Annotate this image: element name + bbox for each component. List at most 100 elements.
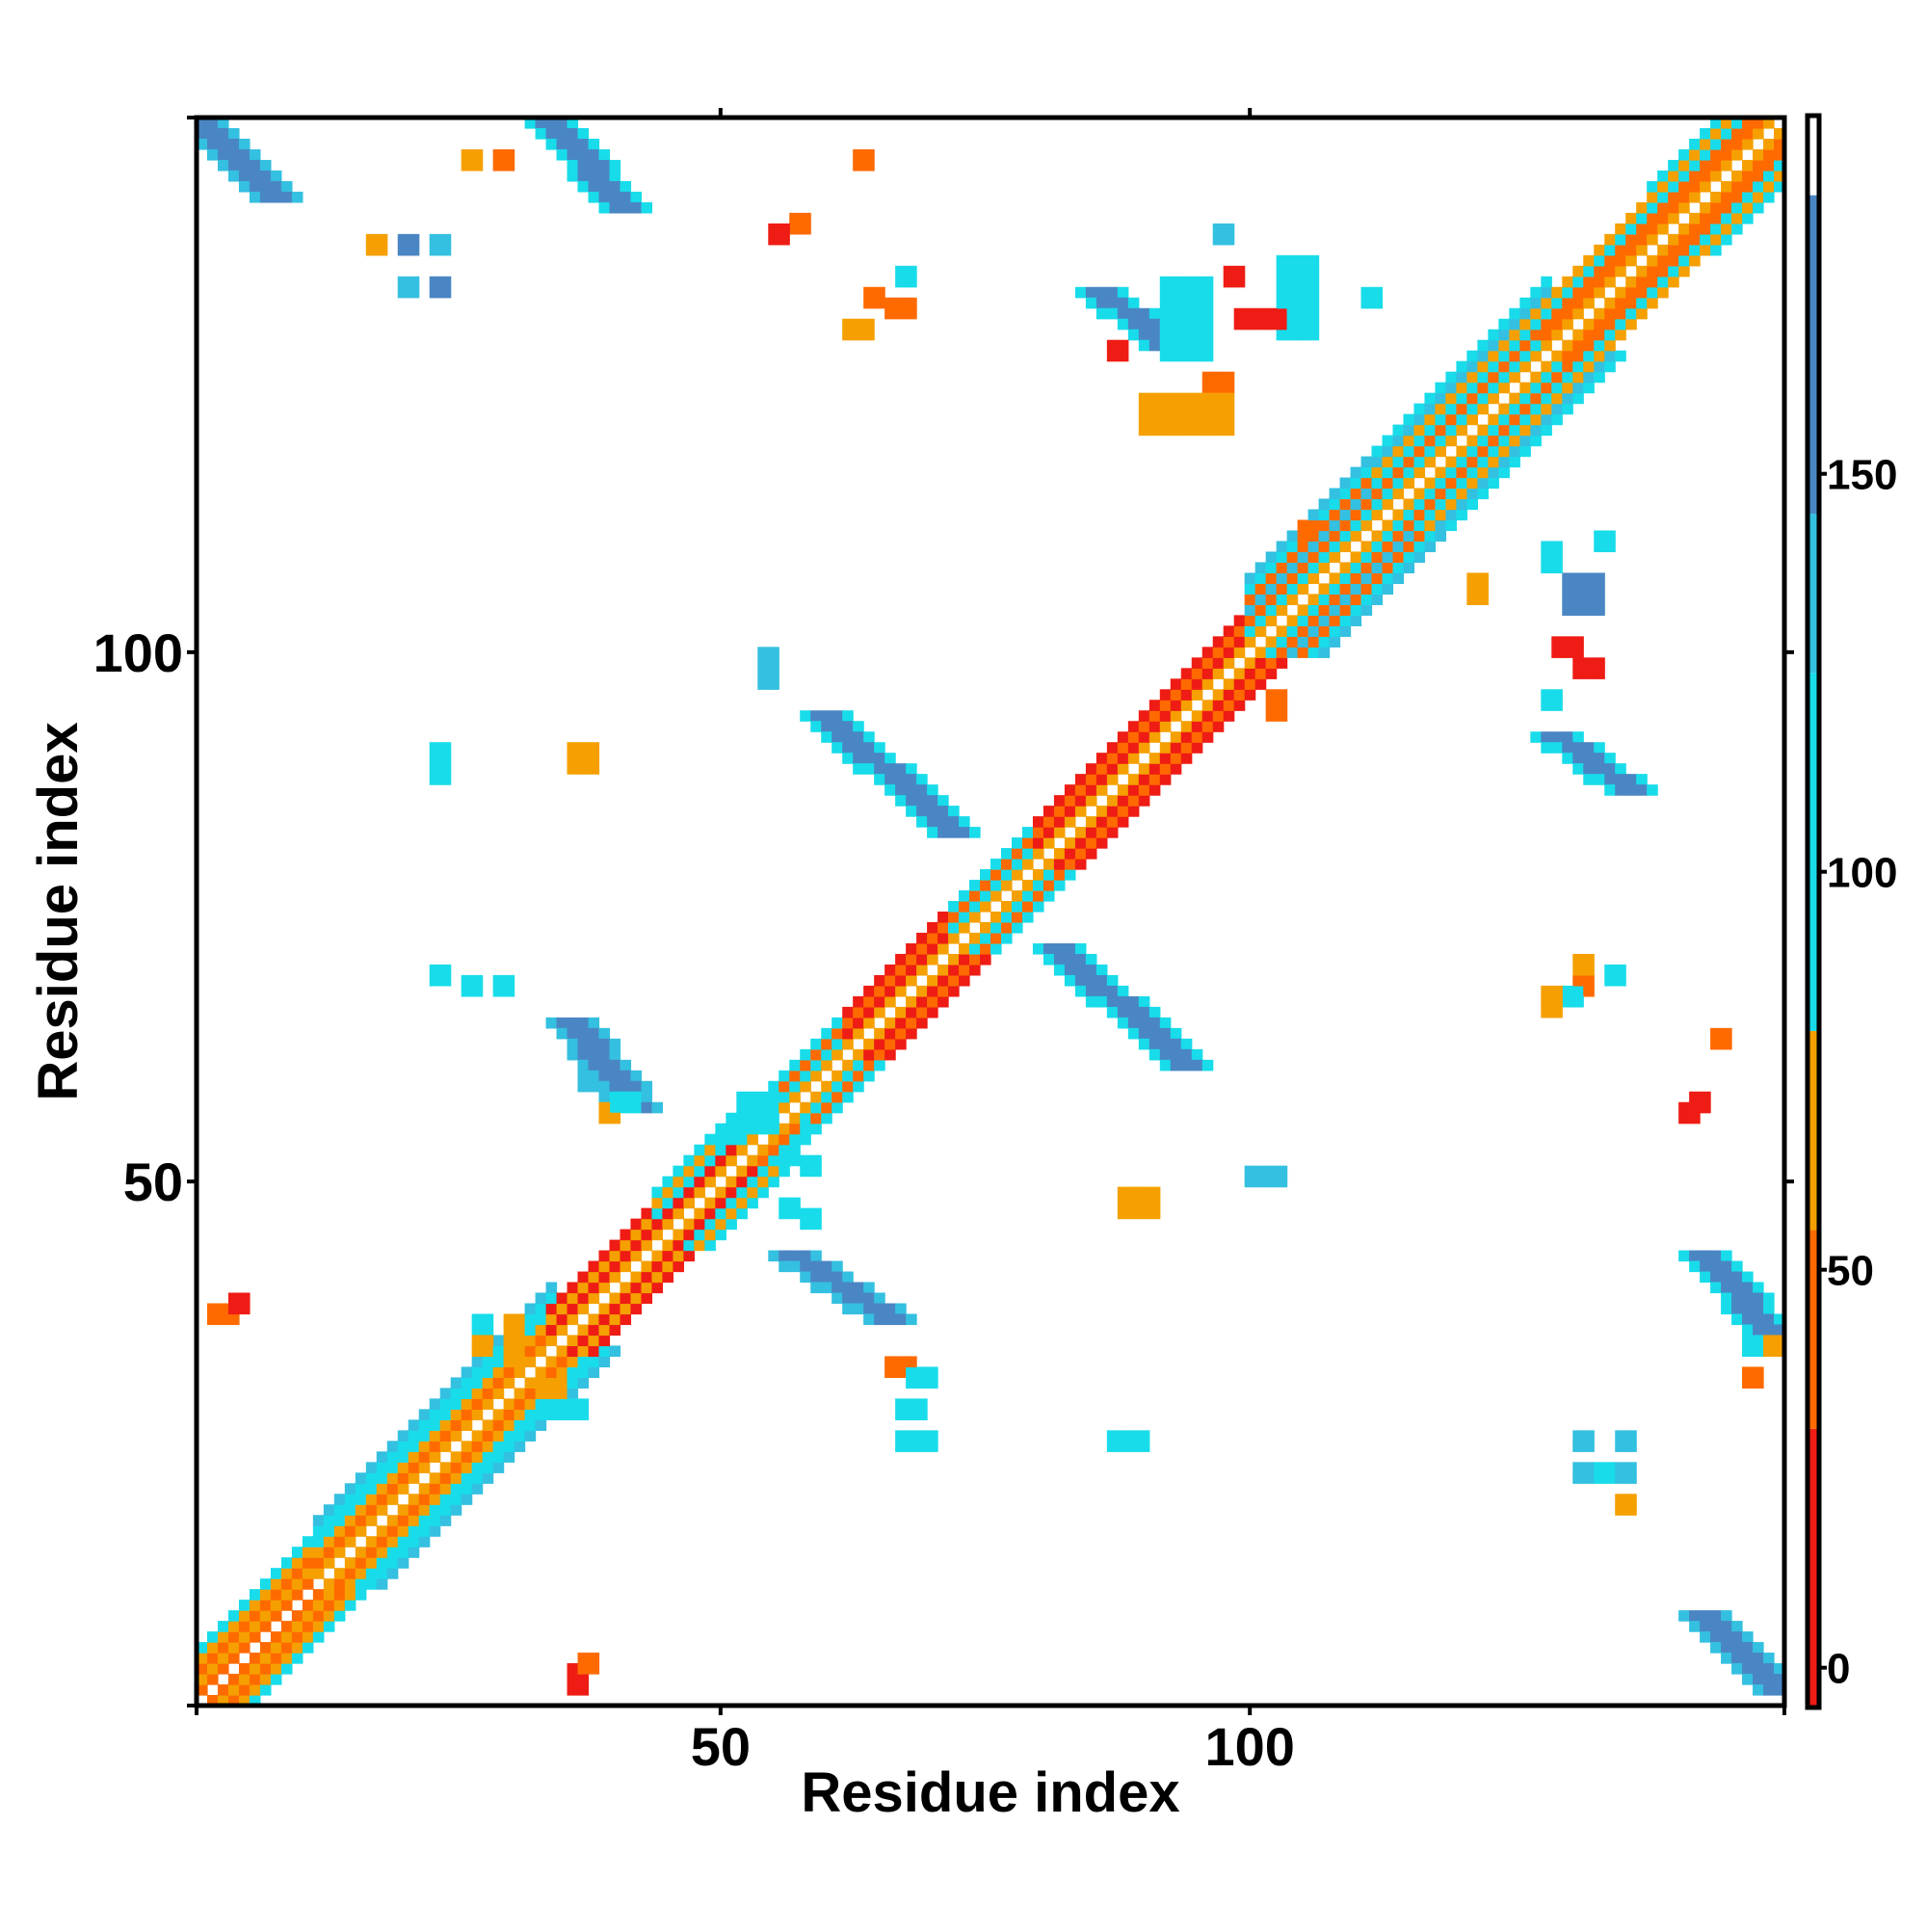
heatmap-cell	[1753, 1653, 1764, 1664]
heatmap-cell	[832, 731, 843, 743]
heatmap-cell	[291, 1557, 304, 1569]
heatmap-cell	[779, 1260, 790, 1273]
heatmap-cell	[1435, 382, 1447, 394]
heatmap-cell	[429, 1419, 441, 1431]
heatmap-cell	[1689, 1610, 1701, 1622]
heatmap-cell	[1551, 700, 1563, 711]
heatmap-cell	[577, 1017, 590, 1029]
heatmap-cell	[1572, 350, 1584, 362]
heatmap-cell	[1615, 1472, 1626, 1484]
heatmap-cell	[789, 1123, 801, 1135]
heatmap-cell	[1710, 1282, 1722, 1294]
heatmap-cell	[1774, 138, 1785, 150]
heatmap-cell	[1488, 466, 1499, 479]
heatmap-cell	[439, 774, 452, 785]
heatmap-cell	[884, 1356, 896, 1368]
heatmap-cell	[227, 1621, 240, 1632]
heatmap-cell	[1541, 371, 1552, 384]
heatmap-cell	[1318, 530, 1331, 543]
heatmap-cell	[768, 1250, 779, 1262]
heatmap-cell	[1329, 541, 1341, 553]
heatmap-cell	[1710, 223, 1722, 235]
heatmap-cell	[1424, 403, 1437, 415]
heatmap-cell	[694, 1239, 705, 1252]
heatmap-cell	[768, 668, 779, 679]
heatmap-cell	[408, 1515, 420, 1526]
heatmap-cell	[630, 1070, 643, 1082]
heatmap-cell	[895, 1398, 907, 1410]
heatmap-cell	[1307, 276, 1320, 288]
heatmap-cell	[1297, 265, 1309, 278]
heatmap-cell	[503, 985, 515, 997]
heatmap-cell	[1297, 329, 1309, 341]
heatmap-cell	[471, 1483, 484, 1495]
heatmap-cell	[863, 731, 875, 743]
heatmap-cell	[238, 1292, 251, 1305]
heatmap-cell	[768, 1165, 779, 1178]
heatmap-cell	[1466, 435, 1478, 447]
heatmap-cell	[1594, 604, 1605, 616]
heatmap-cell	[1668, 276, 1679, 288]
heatmap-cell	[1530, 413, 1542, 426]
heatmap-cell	[492, 148, 505, 161]
heatmap-cell	[1117, 753, 1129, 764]
heatmap-cell	[1223, 233, 1235, 246]
heatmap-cell	[1053, 806, 1066, 817]
heatmap-cell	[916, 995, 928, 1008]
heatmap-cell	[503, 1366, 515, 1379]
heatmap-cell	[853, 721, 864, 732]
heatmap-cell	[567, 1017, 579, 1029]
heatmap-cell	[1530, 339, 1542, 352]
heatmap-cell	[567, 138, 579, 150]
heatmap-cell	[1424, 456, 1437, 468]
heatmap-cell	[1201, 731, 1214, 743]
heatmap-cell	[704, 1176, 716, 1188]
heatmap-cell	[1021, 912, 1034, 923]
heatmap-cell	[1604, 307, 1616, 320]
heatmap-cell	[1011, 912, 1023, 923]
heatmap-cell	[1488, 382, 1499, 394]
heatmap-cell	[810, 1070, 822, 1082]
heatmap-cell	[1148, 1027, 1161, 1040]
heatmap-cell	[492, 1345, 505, 1358]
colorbar-band	[1808, 195, 1819, 514]
heatmap-cell	[1742, 1653, 1754, 1664]
heatmap-cell	[620, 1260, 632, 1273]
heatmap-cell	[1180, 700, 1193, 711]
heatmap-cell	[1413, 413, 1426, 426]
heatmap-cell	[620, 201, 632, 214]
heatmap-cell	[471, 1472, 484, 1484]
heatmap-cell	[1604, 530, 1616, 543]
heatmap-cell	[471, 1366, 484, 1379]
heatmap-cell	[1276, 1165, 1288, 1178]
heatmap-cell	[1117, 1441, 1129, 1452]
heatmap-cell	[280, 1578, 293, 1590]
heatmap-cell	[1572, 371, 1584, 384]
heatmap-cell	[800, 1154, 811, 1167]
heatmap-cell	[895, 964, 907, 976]
heatmap-cell	[524, 1356, 537, 1368]
heatmap-cell	[1117, 795, 1129, 807]
heatmap-cell	[471, 974, 484, 987]
heatmap-cell	[884, 974, 896, 987]
heatmap-cell	[1318, 594, 1331, 605]
heatmap-cell	[736, 1133, 748, 1146]
heatmap-cell	[1201, 297, 1214, 309]
heatmap-cell	[1583, 668, 1595, 679]
heatmap-cell	[598, 1038, 611, 1050]
heatmap-cell	[747, 1154, 758, 1167]
heatmap-cell	[1074, 953, 1087, 966]
heatmap-cell	[810, 1091, 822, 1103]
heatmap-cell	[1180, 721, 1193, 732]
heatmap-cell	[937, 942, 949, 955]
heatmap-cell	[726, 1133, 737, 1146]
heatmap-cell	[1064, 784, 1076, 796]
heatmap-cell	[1350, 466, 1362, 479]
colorbar-band	[1808, 1030, 1819, 1231]
heatmap-cell	[1572, 657, 1584, 669]
heatmap-cell	[715, 1165, 726, 1178]
heatmap-cell	[1466, 403, 1478, 415]
heatmap-cell	[365, 1536, 378, 1548]
heatmap-cell	[1562, 371, 1573, 384]
heatmap-cell	[1636, 784, 1648, 796]
